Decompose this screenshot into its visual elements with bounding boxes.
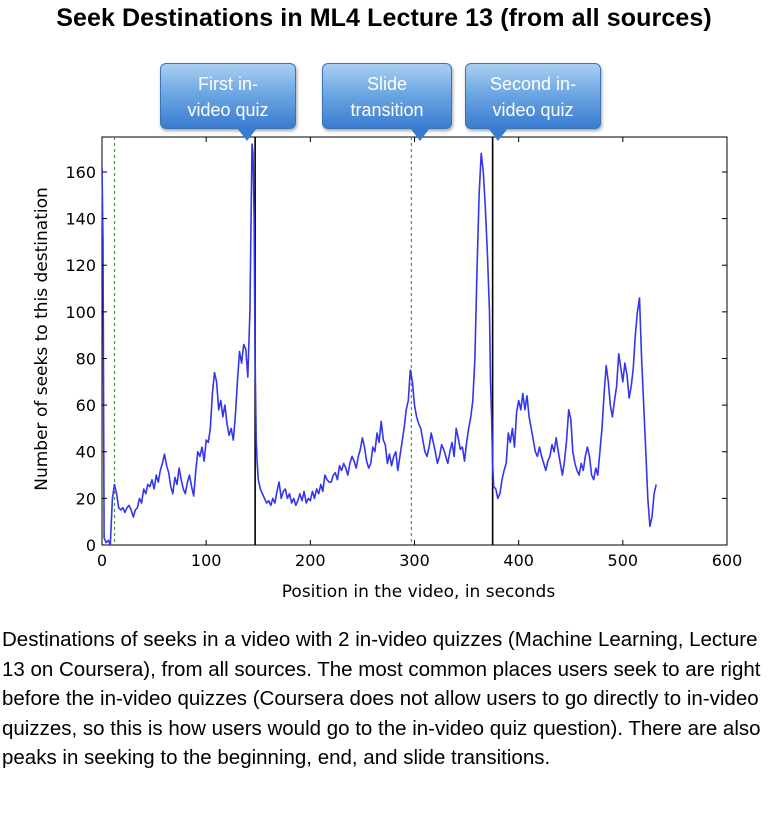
x-tick-label: 600 [712,551,743,570]
callout-line: First in- [198,74,258,94]
y-tick-label: 120 [65,256,96,275]
callout-line: transition [350,100,424,120]
callout-line: video quiz [187,100,269,120]
callout-second-quiz: Second in- video quiz [465,63,601,141]
y-tick-label: 40 [76,443,96,462]
y-axis-label: Number of seeks to this destination [32,187,52,491]
y-tick-label: 100 [65,303,96,322]
x-tick-label: 200 [295,551,326,570]
callout-first-quiz: First in- video quiz [160,63,296,141]
plot-frame [101,136,728,546]
y-tick-label: 140 [65,210,96,229]
y-tick-label: 0 [86,536,96,555]
x-axis-label: Position in the video, in seconds [282,582,556,602]
line-chart: 0 100 200 300 400 500 600 0 20 40 60 80 100 120 140 160… [32,136,743,602]
figure-caption: Destinations of seeks in a video with 2 … [2,628,761,769]
x-tick-label: 300 [399,551,430,570]
x-tick-label: 400 [503,551,534,570]
seek-count-series-line [101,143,657,546]
x-tick-label: 500 [608,551,639,570]
y-tick-label: 80 [76,349,96,368]
y-tick-label: 160 [65,163,96,182]
chart-title: Seek Destinations in ML4 Lecture 13 (fro… [56,4,712,32]
callout-slide-transition: Slide transition [322,63,452,141]
callout-line: Slide [366,74,408,94]
callout-line: video quiz [492,100,574,120]
x-tick-label: 0 [97,551,107,570]
x-tick-label: 100 [191,551,222,570]
y-tick-label: 20 [76,489,96,508]
callout-line: Second in- [489,74,577,94]
y-tick-label: 60 [76,396,96,415]
